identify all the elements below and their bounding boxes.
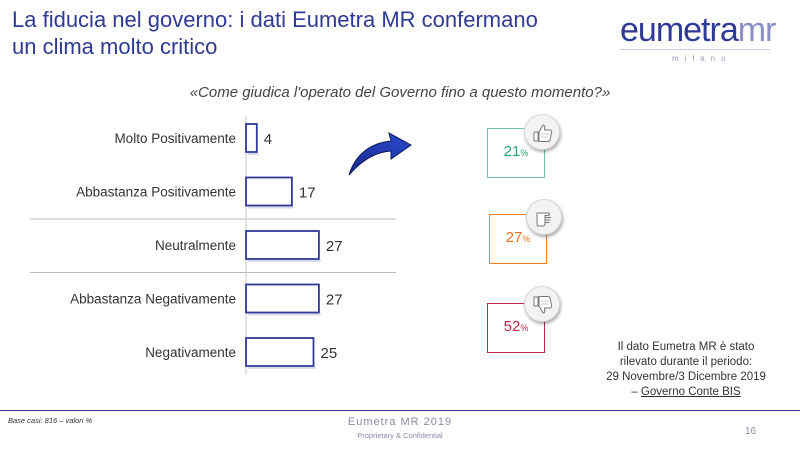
data-label-2: 27	[326, 238, 343, 255]
logo-divider	[620, 49, 770, 50]
data-label-3: 27	[326, 292, 343, 309]
logo-city: milano	[672, 54, 732, 63]
survey-question: «Come giudica l'operato del Governo fino…	[189, 84, 611, 101]
page-number: 16	[745, 426, 757, 437]
footer-base: Base casi: 816 – valori %	[8, 416, 93, 425]
slide-title: La fiducia nel governo: i dati Eumetra M…	[12, 6, 572, 60]
logo-mr-text: mr	[737, 11, 777, 49]
curved-arrow-icon	[348, 132, 412, 176]
logo-wordmark: eumetramr	[620, 10, 777, 50]
data-label-0: 4	[264, 131, 272, 148]
summary-neutral-value: 27%	[505, 229, 531, 246]
slide-title-line1: La fiducia nel governo: i dati Eumetra M…	[12, 7, 538, 32]
eumetra-logo: eumetramr milano	[620, 10, 780, 70]
footer-divider	[0, 410, 800, 411]
bar-chart: Molto Positivamente 4 Abbastanza Positivam…	[30, 116, 396, 374]
bar-2	[245, 230, 320, 260]
logo-main-text: eumetra	[620, 11, 739, 49]
bar-4	[245, 337, 315, 367]
summary-negative-value: 52%	[503, 318, 529, 335]
bar-1	[245, 176, 293, 207]
note-line4: – Governo Conte BIS	[586, 385, 786, 400]
note-line2: rilevato durante il periodo:	[619, 356, 753, 368]
methodology-note: Il dato Eumetra MR è stato rilevato dura…	[586, 340, 786, 400]
note-line1: Il dato Eumetra MR è stato	[617, 341, 755, 353]
footer-confidential: Proprietary & Confidential	[357, 431, 443, 440]
category-label-4: Negativamente	[145, 345, 236, 360]
category-label-2: Neutralmente	[155, 238, 236, 253]
bar-3	[245, 283, 320, 314]
footer-brand: Eumetra MR 2019	[347, 416, 453, 428]
thumbs-down-icon	[524, 286, 560, 322]
category-label-3: Abbastanza Negativamente	[70, 292, 236, 307]
category-label-1: Abbastanza Positivamente	[76, 185, 236, 200]
data-label-4: 25	[321, 345, 338, 362]
note-government-label: Governo Conte BIS	[640, 386, 741, 398]
data-label-1: 17	[299, 185, 316, 202]
slide-title-line2: un clima molto critico	[12, 34, 218, 59]
bar-0	[245, 123, 258, 153]
note-line3: 29 Novembre/3 Dicembre 2019	[606, 371, 766, 383]
thumbs-sideways-icon	[526, 199, 562, 235]
note-dash: –	[631, 386, 641, 398]
thumbs-up-icon	[524, 114, 560, 150]
summary-positive-value: 21%	[503, 143, 529, 160]
category-label-0: Molto Positivamente	[114, 131, 236, 146]
